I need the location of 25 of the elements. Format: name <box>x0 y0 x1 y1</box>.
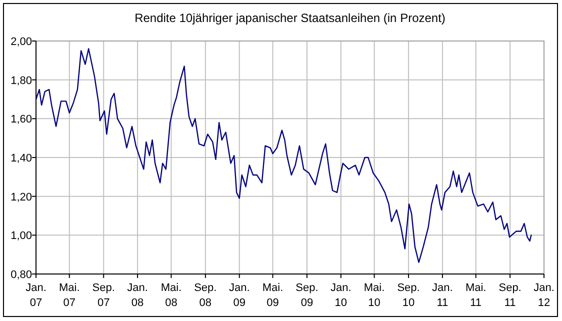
x-tick-label: Mai. 10 <box>364 282 385 309</box>
y-tick-label: 1,80 <box>10 74 32 87</box>
y-tick-label: 1,60 <box>10 114 32 126</box>
x-tick-label: Mai. 07 <box>58 282 80 309</box>
chart-title: Rendite 10jähriger japanischer Staatsanleihen (in Prozent) <box>134 11 446 25</box>
x-tick-label: Jan. 11 <box>432 282 453 309</box>
line-series <box>35 48 532 263</box>
x-tick-label: Sep. 11 <box>498 282 522 309</box>
x-tick-label: Sep. 10 <box>397 282 420 309</box>
y-tick-label: 1,00 <box>10 230 32 242</box>
x-tick-label: Mai. 11 <box>465 282 486 309</box>
x-tick-label: Mai. 08 <box>160 282 182 309</box>
y-tick-label: 0,80 <box>10 269 32 281</box>
y-tick-label: 1,20 <box>10 191 32 204</box>
x-tick-label: Jan. 09 <box>228 282 250 309</box>
y-tick-label: 1,40 <box>10 152 32 164</box>
x-tick-label: Jan. 08 <box>127 282 148 309</box>
y-tick-label: 2,00 <box>10 36 32 48</box>
x-tick-label: Mai. 09 <box>262 282 284 309</box>
x-tick-label: Jan. 10 <box>330 282 352 309</box>
x-tick-label: Jan. 07 <box>26 282 46 309</box>
x-tick-label: Sep. 07 <box>92 282 115 309</box>
x-tick-label: Sep. 09 <box>296 282 318 309</box>
x-tick-label: Sep. 08 <box>194 282 217 309</box>
x-tick-label: Jan. 12 <box>534 282 554 309</box>
